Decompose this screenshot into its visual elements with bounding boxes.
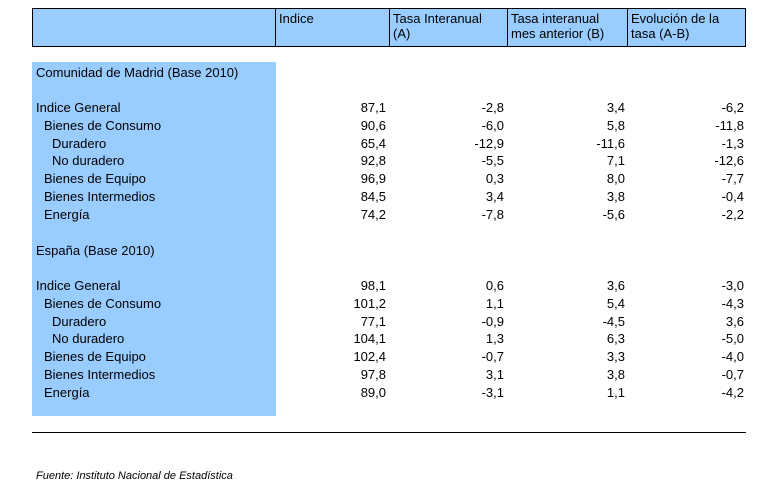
cell-value: -7,8 xyxy=(481,206,504,222)
row-label: Energía xyxy=(44,384,90,400)
table-row: Duradero 65,4 -12,9 -11,6 -1,3 xyxy=(0,135,780,153)
row-label: No duradero xyxy=(52,153,125,169)
cell-value: -2,8 xyxy=(481,100,504,115)
table-row: No duradero 92,8 -5,5 7,1 -12,6 xyxy=(0,152,780,170)
cell-value: 1,1 xyxy=(485,295,504,311)
cell-value: 3,4 xyxy=(485,189,504,204)
row-label: Bienes Intermedios xyxy=(44,367,156,382)
cell-value: -0,7 xyxy=(721,367,744,382)
header-cell-evolucion: Evolución de la tasa (A-B) xyxy=(627,9,746,46)
table-row: No duradero 104,1 1,3 6,3 -5,0 xyxy=(0,330,780,348)
cell-value: -12,9 xyxy=(474,135,504,151)
cell-value: -2,2 xyxy=(721,206,744,222)
cell-value: 102,4 xyxy=(353,349,386,365)
cell-value: 3,3 xyxy=(606,349,625,365)
cell-value: 0,6 xyxy=(485,278,504,293)
cell-value: -3,0 xyxy=(721,278,744,293)
cell-value: 3,1 xyxy=(485,367,504,382)
table-row: Indice General 87,1 -2,8 3,4 -6,2 xyxy=(0,99,780,117)
cell-value: 7,1 xyxy=(606,153,625,169)
cell-value: 3,8 xyxy=(606,367,625,382)
cell-value: 90,6 xyxy=(360,117,386,133)
table-row: Bienes de Consumo 90,6 -6,0 5,8 -11,8 xyxy=(0,117,780,135)
cell-value: 92,8 xyxy=(360,153,386,169)
source-note: Fuente: Instituto Nacional de Estadístic… xyxy=(36,470,233,482)
row-label: Duradero xyxy=(52,313,107,329)
cell-value: 101,2 xyxy=(353,295,386,311)
cell-value: 0,3 xyxy=(485,171,504,187)
header-cell-tasa-interanual: Tasa Interanual (A) xyxy=(389,9,507,46)
cell-value: -4,2 xyxy=(721,384,744,400)
cell-value: -4,0 xyxy=(721,349,744,365)
cell-value: 77,1 xyxy=(360,313,386,329)
header-cell-label xyxy=(32,9,275,46)
label-column-background xyxy=(32,62,276,416)
cell-value: 104,1 xyxy=(353,331,386,347)
cell-value: 74,2 xyxy=(360,206,386,222)
cell-value: 6,3 xyxy=(606,331,625,347)
cell-value: -11,8 xyxy=(715,117,744,133)
row-label: Bienes de Consumo xyxy=(44,117,162,133)
cell-value: 84,5 xyxy=(360,189,386,204)
table-row: Duradero 77,1 -0,9 -4,5 3,6 xyxy=(0,313,780,331)
cell-value: -6,0 xyxy=(481,117,504,133)
row-label: Duradero xyxy=(52,135,107,151)
cell-value: -11,6 xyxy=(596,135,625,151)
row-label: Bienes de Consumo xyxy=(44,295,162,311)
section-title: Comunidad de Madrid (Base 2010) xyxy=(0,64,780,82)
row-label: Energía xyxy=(44,206,90,222)
cell-value: -0,4 xyxy=(721,189,744,204)
row-label: Bienes de Equipo xyxy=(44,171,146,187)
bottom-rule xyxy=(32,432,746,433)
cell-value: 3,6 xyxy=(725,313,744,329)
cell-value: -4,5 xyxy=(602,313,625,329)
cell-value: -0,7 xyxy=(481,349,504,365)
header-cell-indice: Indice xyxy=(275,9,389,46)
cell-value: 1,3 xyxy=(485,331,504,347)
cell-value: -3,1 xyxy=(481,384,504,400)
cell-value: -0,9 xyxy=(481,313,504,329)
cell-value: -12,6 xyxy=(714,153,744,169)
cell-value: -6,2 xyxy=(721,100,744,115)
cell-value: -1,3 xyxy=(721,135,744,151)
cell-value: 96,9 xyxy=(360,171,386,187)
table-row: Bienes Intermedios 84,5 3,4 3,8 -0,4 xyxy=(0,188,780,206)
table-row: Bienes Intermedios 97,8 3,1 3,8 -0,7 xyxy=(0,366,780,384)
cell-value: -5,6 xyxy=(602,206,625,222)
cell-value: 5,8 xyxy=(606,117,625,133)
table-row: Indice General 98,1 0,6 3,6 -3,0 xyxy=(0,277,780,295)
section-title: España (Base 2010) xyxy=(0,242,780,260)
row-label: Indice General xyxy=(36,100,121,115)
cell-value: 3,8 xyxy=(606,189,625,204)
cell-value: 87,1 xyxy=(360,100,386,115)
cell-value: -7,7 xyxy=(721,171,744,187)
cell-value: -5,5 xyxy=(481,153,504,169)
table-row: Bienes de Equipo 96,9 0,3 8,0 -7,7 xyxy=(0,170,780,188)
row-label: No duradero xyxy=(52,331,125,347)
cell-value: 3,4 xyxy=(606,100,625,115)
row-label: Indice General xyxy=(36,278,121,293)
table-row: Bienes de Equipo 102,4 -0,7 3,3 -4,0 xyxy=(0,348,780,366)
row-label: Bienes de Equipo xyxy=(44,349,146,365)
table-header: Indice Tasa Interanual (A) Tasa interanu… xyxy=(32,8,746,47)
cell-value: 98,1 xyxy=(360,278,386,293)
cell-value: 1,1 xyxy=(606,384,625,400)
cell-value: 97,8 xyxy=(360,367,386,382)
cell-value: 89,0 xyxy=(360,384,386,400)
cell-value: 65,4 xyxy=(360,135,386,151)
row-label: Bienes Intermedios xyxy=(44,189,156,204)
section-title-text: España (Base 2010) xyxy=(36,243,155,258)
cell-value: -4,3 xyxy=(721,295,744,311)
table-row: Energía 89,0 -3,1 1,1 -4,2 xyxy=(0,384,780,402)
header-cell-tasa-mes-anterior: Tasa interanual mes anterior (B) xyxy=(507,9,627,46)
cell-value: 5,4 xyxy=(606,295,625,311)
table-row: Energía 74,2 -7,8 -5,6 -2,2 xyxy=(0,206,780,224)
table-row: Bienes de Consumo 101,2 1,1 5,4 -4,3 xyxy=(0,295,780,313)
section-title-text: Comunidad de Madrid (Base 2010) xyxy=(36,65,239,80)
cell-value: -5,0 xyxy=(721,331,744,347)
cell-value: 8,0 xyxy=(606,171,625,187)
cell-value: 3,6 xyxy=(606,278,625,293)
